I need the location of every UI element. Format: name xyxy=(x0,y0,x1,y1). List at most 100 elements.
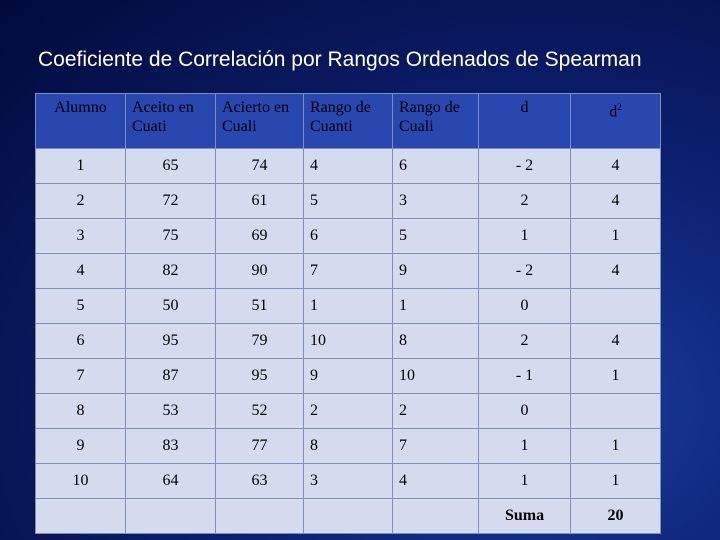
cell: 10 xyxy=(303,323,393,359)
cell: 1 xyxy=(392,288,479,324)
header-cell: Aceito en Cuati xyxy=(125,93,216,149)
table-row: 8 53 52 2 2 0 xyxy=(35,393,661,429)
cell: 4 xyxy=(570,253,661,289)
cell: 2 xyxy=(478,183,571,219)
cell: 10 xyxy=(35,463,126,499)
cell: 2 xyxy=(35,183,126,219)
cell: 65 xyxy=(125,148,216,184)
cell: 75 xyxy=(125,218,216,254)
cell: 1 xyxy=(478,463,571,499)
cell: 0 xyxy=(478,288,571,324)
table-row: 9 83 77 8 7 1 1 xyxy=(35,428,661,464)
cell: 5 xyxy=(392,218,479,254)
cell: 8 xyxy=(303,428,393,464)
cell: 7 xyxy=(35,358,126,394)
cell: 2 xyxy=(303,393,393,429)
data-table: Alumno Aceito en Cuati Acierto en Cuali Ran… xyxy=(35,93,661,534)
header-superscript: 2 xyxy=(617,102,622,112)
cell: - 2 xyxy=(478,253,571,289)
cell: 6 xyxy=(392,148,479,184)
cell: 51 xyxy=(215,288,304,324)
cell xyxy=(570,288,661,324)
cell: 82 xyxy=(125,253,216,289)
header-cell: Acierto en Cuali xyxy=(215,93,304,149)
cell: 0 xyxy=(478,393,571,429)
cell: 95 xyxy=(215,358,304,394)
cell: 74 xyxy=(215,148,304,184)
table-row: 6 95 79 10 8 2 4 xyxy=(35,323,661,359)
cell: 1 xyxy=(478,218,571,254)
cell: 53 xyxy=(125,393,216,429)
header-cell: Rango de Cuali xyxy=(392,93,479,149)
cell: 8 xyxy=(392,323,479,359)
header-row: Alumno Aceito en Cuati Acierto en Cuali Ran… xyxy=(35,93,661,149)
cell: 9 xyxy=(303,358,393,394)
cell: 10 xyxy=(392,358,479,394)
header-cell: Rango de Cuanti xyxy=(303,93,393,149)
cell: 90 xyxy=(215,253,304,289)
header-cell: d2 xyxy=(570,93,661,149)
cell: 8 xyxy=(35,393,126,429)
cell: 1 xyxy=(35,148,126,184)
cell: 1 xyxy=(570,463,661,499)
cell xyxy=(570,393,661,429)
cell: 9 xyxy=(392,253,479,289)
footer-row: Suma 20 xyxy=(35,498,661,534)
table-row: 2 72 61 5 3 2 4 xyxy=(35,183,661,219)
table-row: 10 64 63 3 4 1 1 xyxy=(35,463,661,499)
header-text: Rango de Cuanti xyxy=(310,99,371,135)
cell: 52 xyxy=(215,393,304,429)
table-row: 3 75 69 6 5 1 1 xyxy=(35,218,661,254)
cell: - 1 xyxy=(478,358,571,394)
cell: 4 xyxy=(35,253,126,289)
cell: - 2 xyxy=(478,148,571,184)
cell: 20 xyxy=(570,498,661,534)
cell: 1 xyxy=(570,358,661,394)
cell: 63 xyxy=(215,463,304,499)
cell: 4 xyxy=(570,183,661,219)
cell xyxy=(303,498,393,534)
cell: 3 xyxy=(35,218,126,254)
header-text: d xyxy=(609,103,618,121)
cell: 1 xyxy=(570,428,661,464)
cell xyxy=(392,498,479,534)
header-cell: Alumno xyxy=(35,93,126,149)
header-text: Alumno xyxy=(54,99,107,116)
cell: 9 xyxy=(35,428,126,464)
cell xyxy=(215,498,304,534)
cell: 79 xyxy=(215,323,304,359)
slide-title: Coeficiente de Correlación por Rangos Or… xyxy=(38,48,642,71)
cell: 1 xyxy=(303,288,393,324)
header-text: Rango de Cuali xyxy=(399,99,460,135)
table-row: 5 50 51 1 1 0 xyxy=(35,288,661,324)
header-text: d xyxy=(520,99,529,116)
header-text: Acierto en Cuali xyxy=(222,99,290,135)
header-text: Aceito en Cuati xyxy=(132,99,194,135)
cell: 4 xyxy=(570,148,661,184)
cell: 69 xyxy=(215,218,304,254)
cell: 64 xyxy=(125,463,216,499)
cell: 3 xyxy=(392,183,479,219)
cell: 5 xyxy=(303,183,393,219)
cell: 6 xyxy=(35,323,126,359)
cell: Suma xyxy=(478,498,571,534)
cell: 2 xyxy=(392,393,479,429)
cell: 4 xyxy=(570,323,661,359)
cell: 87 xyxy=(125,358,216,394)
cell: 4 xyxy=(392,463,479,499)
cell: 83 xyxy=(125,428,216,464)
cell: 50 xyxy=(125,288,216,324)
cell: 72 xyxy=(125,183,216,219)
cell: 2 xyxy=(478,323,571,359)
header-cell: d xyxy=(478,93,571,149)
cell: 5 xyxy=(35,288,126,324)
cell: 7 xyxy=(392,428,479,464)
cell: 61 xyxy=(215,183,304,219)
cell: 3 xyxy=(303,463,393,499)
cell: 4 xyxy=(303,148,393,184)
cell: 6 xyxy=(303,218,393,254)
